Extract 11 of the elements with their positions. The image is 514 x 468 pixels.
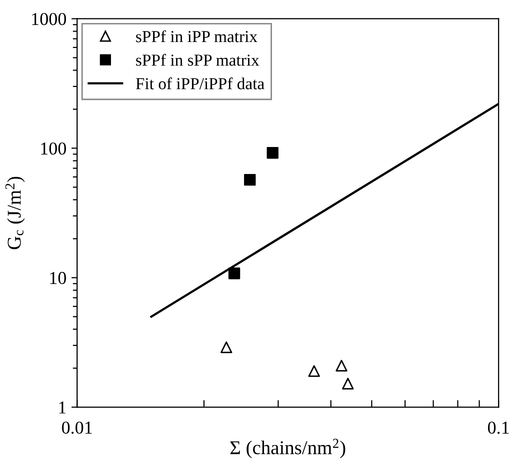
x-axis-title: Σ (chains/nm$^{2}$)	[230, 438, 346, 458]
y-tick-label: 1	[59, 402, 66, 414]
legend-label: sPPf in sPP matrix	[136, 54, 260, 66]
x-tick-label: 0.01	[62, 422, 92, 434]
legend-label: sPPf in iPP matrix	[136, 30, 258, 42]
y-tick-label: 10	[50, 272, 66, 284]
y-tick-label: 100	[41, 142, 66, 155]
y-axis-title: G$_{c}$ (J/m$^{2}$)	[5, 176, 25, 250]
y-tick-label: 1000	[32, 12, 66, 26]
legend-label: Fit of iPP/iPPf data	[136, 77, 264, 90]
x-tick-label: 0.1	[488, 422, 509, 434]
